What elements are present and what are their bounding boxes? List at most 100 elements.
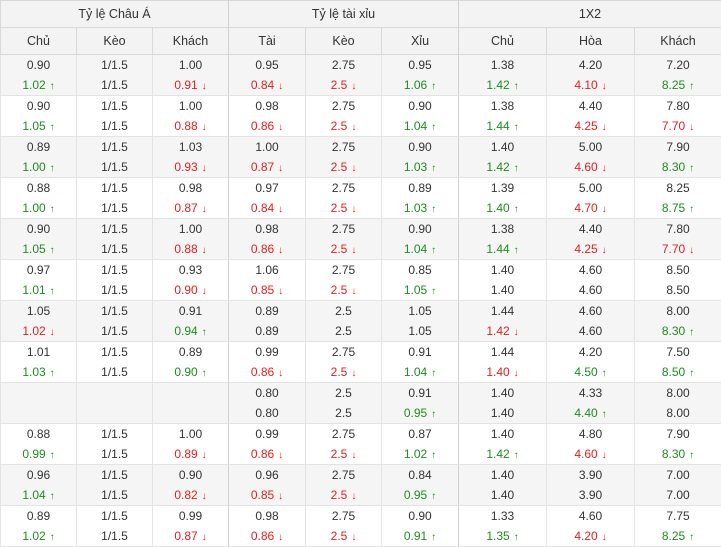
group-asian-handicap: Tỷ lệ Châu Á — [1, 1, 229, 28]
current-odds: 0.82↓ — [174, 488, 206, 502]
current-odds: 8.25↑ — [662, 78, 694, 92]
current-odds: 1/1.5 — [101, 324, 128, 338]
opening-odds: 0.90 — [408, 140, 431, 154]
col-total-line: Kèo — [306, 28, 382, 55]
odds-value: 0.84 — [408, 468, 431, 482]
opening-odds: 7.50 — [666, 345, 689, 359]
col-1x2-draw: Hòa — [547, 28, 635, 55]
arrow-up-icon: ↑ — [431, 121, 436, 135]
current-odds: 1/1.5 — [101, 365, 128, 379]
col-away: Khách — [153, 28, 229, 55]
odds-pair: 7.20 8.25↑ — [635, 58, 721, 92]
odds-value: 8.30 — [662, 447, 685, 461]
odds-value: 2.75 — [332, 58, 355, 72]
current-odds: 1.04↑ — [404, 365, 436, 379]
current-odds: 2.5↓ — [331, 119, 357, 133]
opening-odds: 4.60 — [579, 509, 602, 523]
odds-value: 1.40 — [486, 365, 509, 379]
odds-value: 0.89 — [255, 324, 278, 338]
odds-value: 0.96 — [27, 468, 50, 482]
odds-value: 1.05 — [22, 242, 45, 256]
current-odds: 0.99↑ — [22, 447, 54, 461]
odds-value: 1.03 — [179, 140, 202, 154]
odds-value: 3.90 — [579, 488, 602, 502]
odds-pair: 0.88 1.00↑ — [1, 181, 76, 215]
opening-odds: 1.05 — [408, 304, 431, 318]
opening-odds: 0.95 — [255, 58, 278, 72]
opening-odds: 1/1.5 — [101, 427, 128, 441]
arrow-down-icon: ↓ — [602, 203, 607, 217]
opening-odds: 4.40 — [579, 99, 602, 113]
opening-odds: 0.96 — [27, 468, 50, 482]
odds-value: 7.50 — [666, 345, 689, 359]
odds-value: 7.20 — [666, 58, 689, 72]
odds-value: 1.06 — [255, 263, 278, 277]
odds-value: 1.04 — [22, 488, 45, 502]
odds-value: 1/1.5 — [101, 509, 128, 523]
odds-value: 0.96 — [255, 468, 278, 482]
arrow-up-icon: ↑ — [431, 285, 436, 299]
odds-value: 8.00 — [666, 406, 689, 420]
opening-odds: 0.88 — [27, 181, 50, 195]
odds-value: 2.5 — [331, 119, 348, 133]
odds-value: 0.80 — [255, 406, 278, 420]
odds-value: 7.90 — [666, 427, 689, 441]
opening-odds: 0.91 — [179, 304, 202, 318]
opening-odds: 2.5 — [335, 386, 352, 400]
arrow-up-icon: ↑ — [431, 449, 436, 463]
odds-value: 1/1.5 — [101, 529, 128, 543]
odds-value: 5.00 — [579, 140, 602, 154]
current-odds: 4.60 — [579, 283, 602, 297]
odds-value: 1.40 — [491, 488, 514, 502]
arrow-down-icon: ↓ — [351, 162, 356, 176]
current-odds: 1.40 — [491, 283, 514, 297]
current-odds: 1.04↑ — [404, 119, 436, 133]
odds-value: 7.70 — [662, 242, 685, 256]
arrow-down-icon: ↓ — [278, 121, 283, 135]
odds-value: 0.99 — [22, 447, 45, 461]
odds-value: 3.90 — [579, 468, 602, 482]
current-odds: 4.25↓ — [574, 242, 606, 256]
current-odds: 0.86↓ — [251, 119, 283, 133]
opening-odds: 1.00 — [179, 222, 202, 236]
odds-value: 8.75 — [662, 201, 685, 215]
odds-value: 1.00 — [179, 58, 202, 72]
odds-value: 1.06 — [404, 78, 427, 92]
current-odds: 0.86↓ — [251, 365, 283, 379]
arrow-down-icon: ↓ — [602, 80, 607, 94]
odds-value: 1.05 — [408, 304, 431, 318]
opening-odds: 0.98 — [255, 509, 278, 523]
current-odds: 1.00↑ — [22, 201, 54, 215]
odds-value: 1.38 — [491, 222, 514, 236]
odds-value: 1.02 — [22, 324, 45, 338]
col-1x2-away: Khách — [635, 28, 721, 55]
odds-value: 0.97 — [255, 181, 278, 195]
current-odds: 1/1.5 — [101, 201, 128, 215]
odds-pair: 3.90 3.90 — [547, 468, 634, 502]
